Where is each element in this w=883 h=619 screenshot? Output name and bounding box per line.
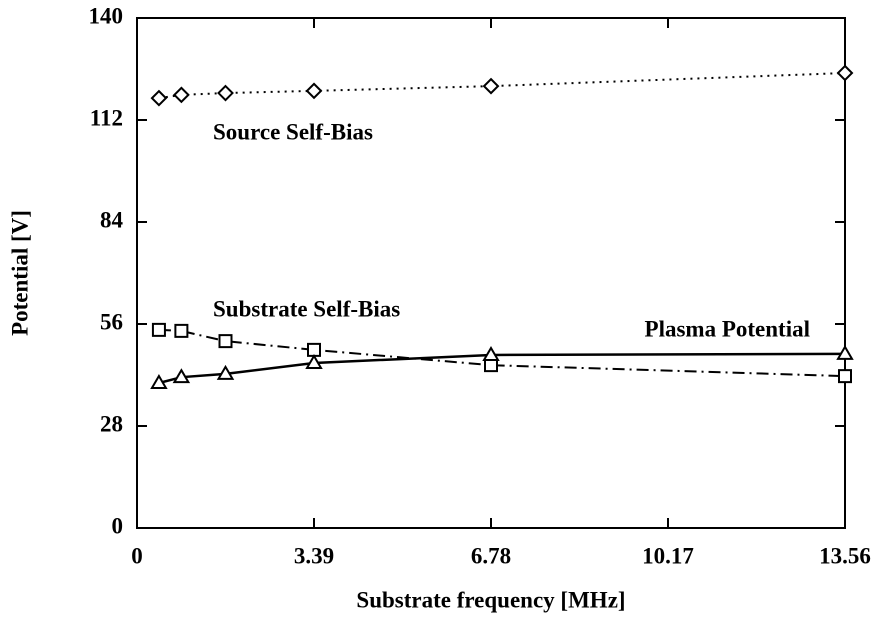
marker (482, 345, 500, 361)
marker (838, 369, 852, 384)
y-tick-label: 140 (89, 3, 124, 28)
series-line (158, 72, 846, 100)
marker (172, 368, 191, 384)
y-tick-label: 28 (100, 411, 123, 436)
y-tick-label: 112 (90, 105, 123, 130)
marker (172, 86, 190, 104)
marker (150, 89, 168, 107)
y-tick-label: 84 (100, 207, 124, 232)
marker (150, 374, 168, 390)
marker (216, 364, 235, 380)
series-label: Substrate Self-Bias (213, 296, 400, 321)
marker (307, 342, 321, 357)
x-tick-label: 3.39 (294, 543, 334, 568)
marker (305, 353, 323, 369)
x-tick-label: 13.56 (819, 543, 871, 568)
marker (217, 84, 234, 102)
marker (174, 323, 189, 338)
marker (836, 64, 854, 82)
series-label: Source Self-Bias (213, 119, 373, 144)
x-tick-label: 6.78 (471, 543, 511, 568)
y-tick-label: 0 (112, 513, 124, 538)
series-label: Plasma Potential (645, 316, 810, 341)
x-axis-label: Substrate frequency [MHz] (356, 587, 625, 612)
y-axis-label: Potential [V] (7, 210, 32, 336)
marker (151, 322, 166, 337)
series-line (158, 352, 846, 385)
y-tick-label: 56 (100, 309, 123, 334)
marker (482, 77, 500, 95)
x-tick-label: 0 (131, 543, 143, 568)
marker (218, 334, 233, 349)
x-tick-label: 10.17 (642, 543, 694, 568)
marker (305, 82, 323, 100)
marker (836, 344, 854, 360)
